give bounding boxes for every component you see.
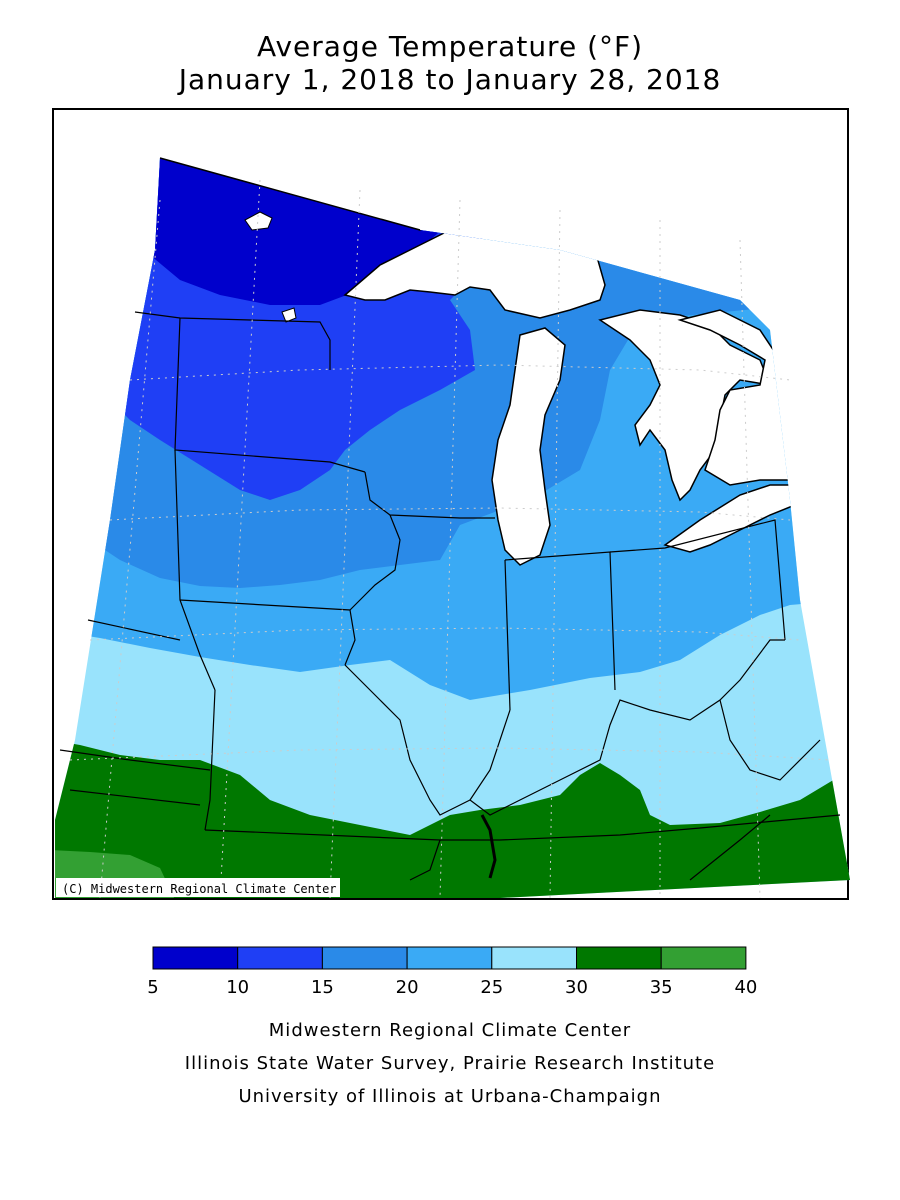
legend-tick-label: 35 [650, 977, 673, 998]
legend-tick-label: 20 [396, 977, 419, 998]
map-domain-edge [159, 157, 421, 231]
lake-huron [598, 309, 772, 502]
mn-nd-border [134, 311, 331, 370]
ne-ks-border [59, 749, 211, 771]
red-lake [281, 307, 297, 323]
legend-swatch-6 [660, 946, 747, 970]
legend-swatch-2 [321, 946, 408, 970]
mo-il-river [344, 664, 471, 816]
map-subtitle: January 1, 2018 to January 28, 2018 [178, 63, 722, 96]
legend-swatch-0 [152, 946, 239, 970]
legend-tick-label: 15 [311, 977, 334, 998]
iowa-east-border [349, 514, 401, 611]
ks-mo-border [204, 689, 216, 831]
lake-michigan [491, 327, 566, 566]
legend-tick-label: 5 [147, 977, 158, 998]
sd-ne-border [87, 619, 181, 641]
legend-swatch-5 [576, 946, 662, 970]
map-title: Average Temperature (°F) [256, 30, 644, 63]
legend-tick-label: 30 [565, 977, 588, 998]
footer-line-1: Midwestern Regional Climate Center [268, 1020, 632, 1041]
copyright-label: (C) Midwestern Regional Climate Center [62, 882, 337, 896]
legend-tick-label: 25 [480, 977, 503, 998]
wv-ky-border [719, 699, 821, 781]
copyright-box [56, 878, 340, 897]
legend-swatch-1 [237, 946, 323, 970]
legend-swatch-4 [491, 946, 577, 970]
lake-of-the-woods [244, 211, 273, 231]
ky-tn-border [204, 814, 841, 841]
state-boundaries [59, 311, 841, 881]
iowa-mo-border [179, 599, 356, 666]
band-5-10 [55, 158, 500, 305]
lat-lon-grid [69, 179, 831, 899]
footer-line-2: Illinois State Water Survey, Prairie Res… [184, 1053, 716, 1074]
mo-ar-border [409, 839, 441, 881]
legend-tick-label: 10 [226, 977, 249, 998]
ne-iowa-border [174, 449, 216, 691]
color-legend: 5 10 15 20 25 30 35 40 [147, 946, 757, 998]
mn-sd-border [174, 317, 366, 473]
mississippi-river [480, 814, 497, 879]
oh-mi-border [609, 519, 786, 641]
ks-ok-border [69, 789, 201, 806]
tn-va-border [689, 814, 771, 881]
band-30-35 [55, 740, 850, 898]
legend-swatch-3 [406, 946, 493, 970]
ohio-river [469, 639, 785, 816]
legend-tick-label: 40 [734, 977, 757, 998]
il-in-border [504, 559, 511, 711]
footer-line-3: University of Illinois at Urbana-Champai… [238, 1086, 662, 1107]
